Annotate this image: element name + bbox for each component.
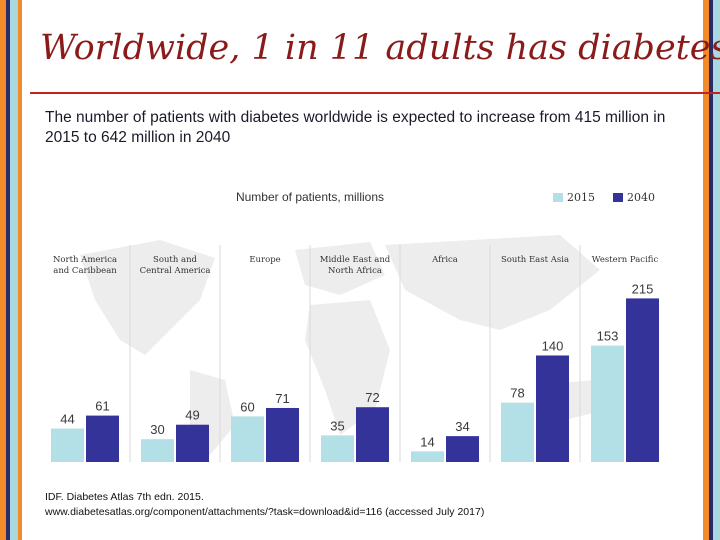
bar-2015	[501, 402, 534, 462]
legend-label-2015: 2015	[567, 191, 595, 204]
title-divider	[30, 92, 720, 94]
source-citation: IDF. Diabetes Atlas 7th edn. 2015. www.d…	[45, 490, 665, 520]
left-stripe-orange	[0, 0, 6, 540]
bar-2040	[356, 407, 389, 462]
bar-2015	[321, 435, 354, 462]
bar-2015	[141, 439, 174, 462]
bar-2015	[51, 428, 84, 462]
slide-title: Worldwide, 1 in 11 adults has diabetes	[40, 28, 720, 68]
source-line-2: www.diabetesatlas.org/component/attachme…	[45, 506, 485, 518]
left-stripe-teal	[10, 0, 18, 540]
legend-swatch-2015	[553, 193, 563, 202]
data-label-2015: 14	[420, 434, 434, 449]
data-label-2015: 153	[597, 329, 619, 344]
category-label: and Caribbean	[53, 266, 117, 276]
right-stripe-dark	[709, 0, 713, 540]
right-stripe-teal	[713, 0, 720, 540]
bar-2040	[176, 424, 209, 462]
data-label-2040: 49	[185, 408, 199, 423]
bar-2015	[591, 345, 624, 462]
data-label-2040: 215	[632, 281, 654, 296]
legend-swatch-2040	[613, 193, 623, 202]
data-label-2040: 140	[542, 338, 564, 353]
bar-2040	[86, 415, 119, 462]
data-label-2015: 78	[510, 386, 524, 401]
data-label-2015: 30	[150, 422, 164, 437]
bar-2015	[411, 451, 444, 462]
world-map-shape	[295, 242, 385, 295]
data-label-2040: 61	[95, 399, 109, 414]
category-label: South and	[153, 255, 198, 265]
diabetes-bar-chart: Number of patients, millions 2015 2040 Nort…	[51, 190, 659, 462]
chart-title: Number of patients, millions	[236, 190, 384, 204]
data-label-2040: 34	[455, 419, 469, 434]
bar-2040	[266, 407, 299, 462]
source-line-1: IDF. Diabetes Atlas 7th edn. 2015.	[45, 491, 204, 503]
category-label: Western Pacific	[592, 255, 659, 265]
world-map-shape	[385, 235, 600, 330]
data-label-2015: 44	[60, 412, 74, 427]
bar-2040	[626, 298, 659, 462]
category-label: Middle East and	[320, 255, 391, 265]
bar-2015	[231, 416, 264, 462]
data-label-2015: 60	[240, 399, 254, 414]
bar-2040	[446, 436, 479, 462]
category-label: North Africa	[328, 266, 382, 276]
category-label: South East Asia	[501, 255, 569, 265]
bar-2040	[536, 355, 569, 462]
data-label-2015: 35	[330, 418, 344, 433]
data-label-2040: 71	[275, 391, 289, 406]
right-stripe-orange	[703, 0, 709, 540]
data-label-2040: 72	[365, 390, 379, 405]
category-label: North America	[53, 255, 117, 265]
slide-subtitle: The number of patients with diabetes wor…	[45, 109, 666, 146]
category-label: Africa	[431, 255, 458, 265]
legend-label-2040: 2040	[627, 191, 655, 204]
category-label: Central America	[140, 266, 211, 276]
world-map-shape	[305, 300, 390, 435]
world-map-shape	[80, 240, 215, 355]
category-label: Europe	[249, 255, 280, 265]
left-stripe-orange-2	[18, 0, 22, 540]
left-stripe-dark	[6, 0, 10, 540]
